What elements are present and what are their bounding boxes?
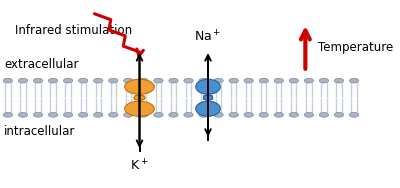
Ellipse shape [154,112,163,117]
Ellipse shape [244,78,253,83]
Ellipse shape [259,78,268,83]
Ellipse shape [48,78,58,83]
Ellipse shape [289,112,298,117]
Ellipse shape [229,78,238,83]
Text: intracellular: intracellular [4,125,76,138]
Ellipse shape [184,112,193,117]
Bar [134,95,145,100]
Ellipse shape [124,78,133,83]
Ellipse shape [125,79,154,94]
Ellipse shape [124,112,133,117]
Ellipse shape [304,112,314,117]
Ellipse shape [203,95,213,100]
Ellipse shape [199,112,208,117]
Ellipse shape [64,78,73,83]
Ellipse shape [199,78,208,83]
Ellipse shape [154,78,163,83]
Ellipse shape [214,78,223,83]
Ellipse shape [48,112,58,117]
Ellipse shape [139,78,148,83]
Text: K$^+$: K$^+$ [130,158,149,174]
Ellipse shape [108,112,118,117]
Ellipse shape [214,112,223,117]
Text: Temperature: Temperature [318,41,393,54]
Ellipse shape [334,112,344,117]
Text: extracellular: extracellular [4,58,79,71]
Ellipse shape [289,78,298,83]
Ellipse shape [169,112,178,117]
Ellipse shape [349,78,359,83]
Ellipse shape [78,112,88,117]
Ellipse shape [134,95,145,100]
Ellipse shape [33,112,43,117]
Bar [203,95,213,100]
Ellipse shape [196,101,220,116]
Text: Infrared stimulation: Infrared stimulation [15,24,132,37]
Ellipse shape [3,78,12,83]
Ellipse shape [108,78,118,83]
Ellipse shape [304,78,314,83]
Ellipse shape [349,112,359,117]
Ellipse shape [184,78,193,83]
Text: Na$^+$: Na$^+$ [194,29,222,45]
Ellipse shape [274,112,284,117]
Ellipse shape [94,112,103,117]
Ellipse shape [196,79,220,94]
Ellipse shape [139,112,148,117]
Ellipse shape [274,78,284,83]
Ellipse shape [259,112,268,117]
Ellipse shape [78,78,88,83]
Ellipse shape [18,78,28,83]
Ellipse shape [18,112,28,117]
Ellipse shape [319,78,329,83]
Ellipse shape [334,78,344,83]
Ellipse shape [125,101,154,116]
Ellipse shape [94,78,103,83]
Ellipse shape [319,112,329,117]
Ellipse shape [169,78,178,83]
Ellipse shape [229,112,238,117]
Ellipse shape [3,112,12,117]
Ellipse shape [244,112,253,117]
Ellipse shape [33,78,43,83]
Ellipse shape [64,112,73,117]
